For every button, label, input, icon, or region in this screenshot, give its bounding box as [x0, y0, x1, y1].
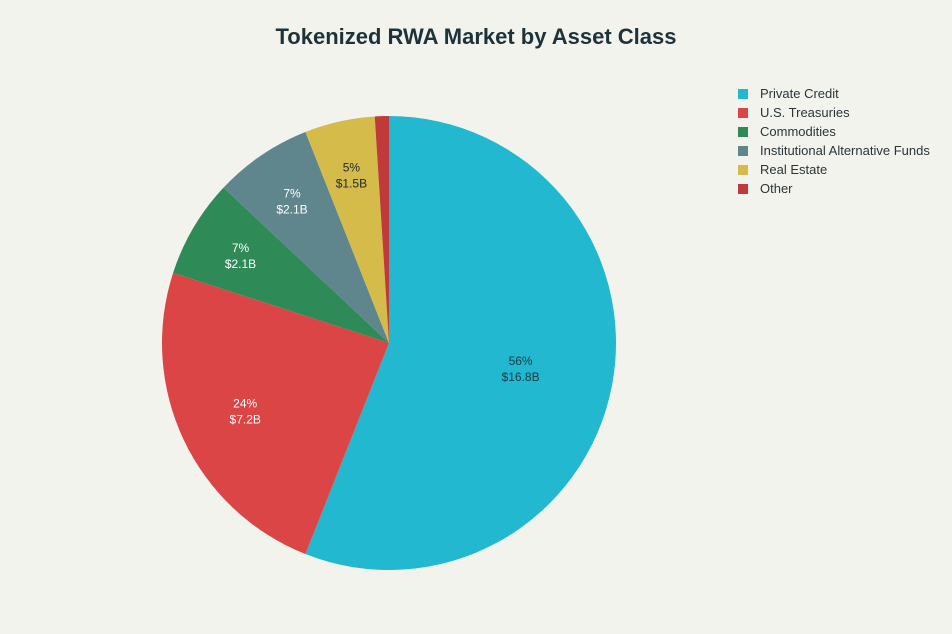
slice-percent-label: 5% — [343, 161, 361, 175]
legend-item-u-s-treasuries[interactable]: U.S. Treasuries — [738, 103, 930, 122]
legend-swatch — [738, 164, 748, 175]
pie-slice-private-credit[interactable] — [305, 116, 617, 570]
legend: Private Credit U.S. Treasuries Commodities… — [738, 84, 930, 198]
legend-item-private-credit[interactable]: Private Credit — [738, 84, 930, 103]
slice-percent-label: 24% — [233, 397, 257, 411]
slice-value-label: $2.1B — [225, 257, 256, 271]
legend-label: Private Credit — [760, 86, 839, 101]
slice-percent-label: 7% — [283, 186, 301, 200]
legend-item-other[interactable]: Other — [738, 179, 930, 198]
pie-slice-other[interactable] — [374, 116, 389, 343]
legend-swatch — [738, 88, 748, 99]
slice-value-label: $1.5B — [336, 177, 367, 191]
legend-label: Institutional Alternative Funds — [760, 143, 930, 158]
legend-swatch — [738, 126, 748, 137]
pie-slice-institutional-alternative-funds[interactable] — [223, 131, 389, 343]
legend-item-institutional-alternative-funds[interactable]: Institutional Alternative Funds — [738, 141, 930, 160]
slice-percent-label: 7% — [232, 241, 250, 255]
legend-label: Real Estate — [760, 162, 828, 177]
legend-item-commodities[interactable]: Commodities — [738, 122, 930, 141]
pie-slice-commodities[interactable] — [173, 187, 389, 343]
slice-value-label: $16.8B — [502, 370, 540, 384]
legend-swatch — [738, 183, 748, 194]
pie-slice-u-s-treasuries[interactable] — [161, 272, 389, 555]
slice-percent-label: 56% — [509, 354, 533, 368]
legend-swatch — [738, 145, 748, 156]
legend-swatch — [738, 107, 748, 118]
legend-label: U.S. Treasuries — [760, 105, 850, 120]
slice-value-label: $2.1B — [276, 202, 307, 216]
slice-value-label: $7.2B — [230, 413, 261, 427]
legend-item-real-estate[interactable]: Real Estate — [738, 160, 930, 179]
legend-label: Other — [760, 181, 793, 196]
legend-label: Commodities — [760, 124, 836, 139]
chart-title: Tokenized RWA Market by Asset Class — [275, 24, 677, 49]
pie-slice-real-estate[interactable] — [305, 116, 389, 343]
